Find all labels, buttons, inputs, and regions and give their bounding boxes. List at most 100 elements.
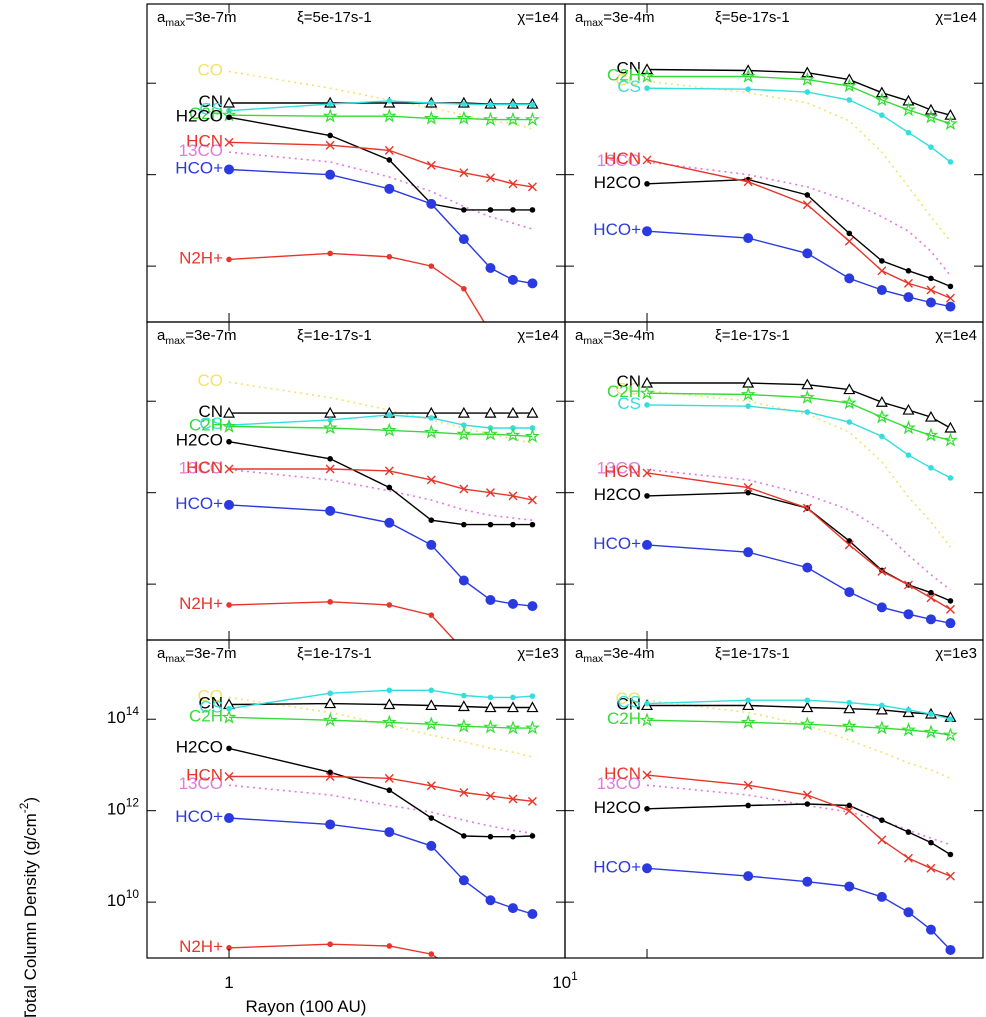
marker (428, 951, 435, 957)
series-line (646, 404, 951, 479)
series-label: CN (616, 59, 641, 78)
marker (644, 85, 650, 91)
marker (804, 192, 811, 198)
series-line (228, 943, 439, 958)
series-label: CO (616, 380, 642, 399)
marker (386, 253, 393, 260)
series-label: N2H+ (179, 594, 223, 613)
marker (843, 702, 856, 714)
marker (945, 301, 956, 312)
series-label: C2H (607, 383, 641, 402)
series-line (228, 702, 533, 709)
marker (740, 714, 756, 729)
marker (484, 406, 497, 418)
series-label: HCO+ (175, 808, 223, 827)
plot-area (639, 697, 958, 955)
marker (426, 781, 436, 791)
marker (642, 155, 652, 165)
marker (224, 499, 235, 510)
series-label: CN (198, 694, 223, 713)
marker (945, 871, 955, 881)
marker (903, 907, 914, 918)
marker (527, 278, 538, 289)
marker (925, 614, 936, 625)
marker (879, 817, 885, 823)
marker (902, 403, 915, 415)
marker (923, 427, 939, 442)
series-label: N2H+ (179, 937, 223, 956)
marker (325, 464, 335, 474)
marker (226, 945, 232, 951)
marker (947, 851, 954, 858)
marker (901, 102, 916, 117)
marker (383, 698, 396, 710)
marker (743, 871, 754, 882)
marker (384, 183, 395, 194)
marker (802, 562, 813, 573)
marker (386, 602, 393, 608)
series-label: HCO+ (593, 534, 641, 553)
marker (905, 452, 912, 458)
panel-annotation: ξ=1e-17s-1 (297, 645, 372, 662)
marker (327, 132, 333, 139)
y-axis-label: Total Column Density (g/cm-2) (17, 797, 40, 1017)
marker (903, 292, 914, 303)
series-label: H2CO (594, 485, 641, 504)
marker (508, 491, 518, 501)
marker (903, 580, 913, 590)
marker (802, 876, 813, 887)
marker (485, 791, 495, 801)
marker (456, 718, 472, 733)
marker (745, 802, 751, 809)
marker (879, 112, 885, 118)
marker (928, 144, 934, 150)
marker (508, 179, 518, 189)
marker (487, 833, 494, 840)
marker (874, 720, 890, 735)
series-line (646, 774, 951, 877)
x-tick-label: 101 (552, 969, 578, 992)
series-label: CO (198, 61, 224, 80)
series-label: CS (199, 415, 223, 434)
marker (426, 840, 437, 851)
marker (381, 108, 397, 123)
marker (846, 699, 853, 706)
marker (928, 839, 934, 846)
series-label: HCO+ (593, 858, 641, 877)
marker (529, 207, 536, 213)
marker (325, 140, 335, 150)
marker (529, 833, 536, 839)
marker (844, 806, 854, 816)
marker (644, 181, 650, 187)
marker (642, 539, 653, 550)
y-tick-label: 1012 (107, 796, 140, 819)
marker (458, 575, 469, 586)
series-line (229, 468, 533, 501)
marker (456, 110, 472, 125)
marker (745, 489, 751, 496)
marker (745, 86, 751, 92)
marker (322, 420, 338, 435)
series-label: H2CO (594, 798, 641, 817)
series-line (646, 699, 951, 720)
series-line (228, 70, 533, 130)
marker (928, 275, 934, 282)
series-label: HCN (186, 458, 223, 477)
marker (428, 415, 435, 421)
marker (485, 173, 495, 183)
marker (529, 101, 536, 108)
panel-annotation: χ=1e4 (517, 9, 559, 26)
marker (325, 505, 336, 516)
series-line (646, 159, 951, 299)
marker (456, 426, 472, 441)
series-label: HCN (604, 149, 641, 168)
marker (384, 773, 394, 783)
marker (458, 875, 469, 886)
marker (484, 701, 497, 713)
marker (428, 612, 435, 618)
marker (226, 705, 232, 712)
series-label: CN (198, 92, 223, 111)
series-label: HCN (604, 765, 641, 784)
series-label: CS (617, 394, 641, 413)
